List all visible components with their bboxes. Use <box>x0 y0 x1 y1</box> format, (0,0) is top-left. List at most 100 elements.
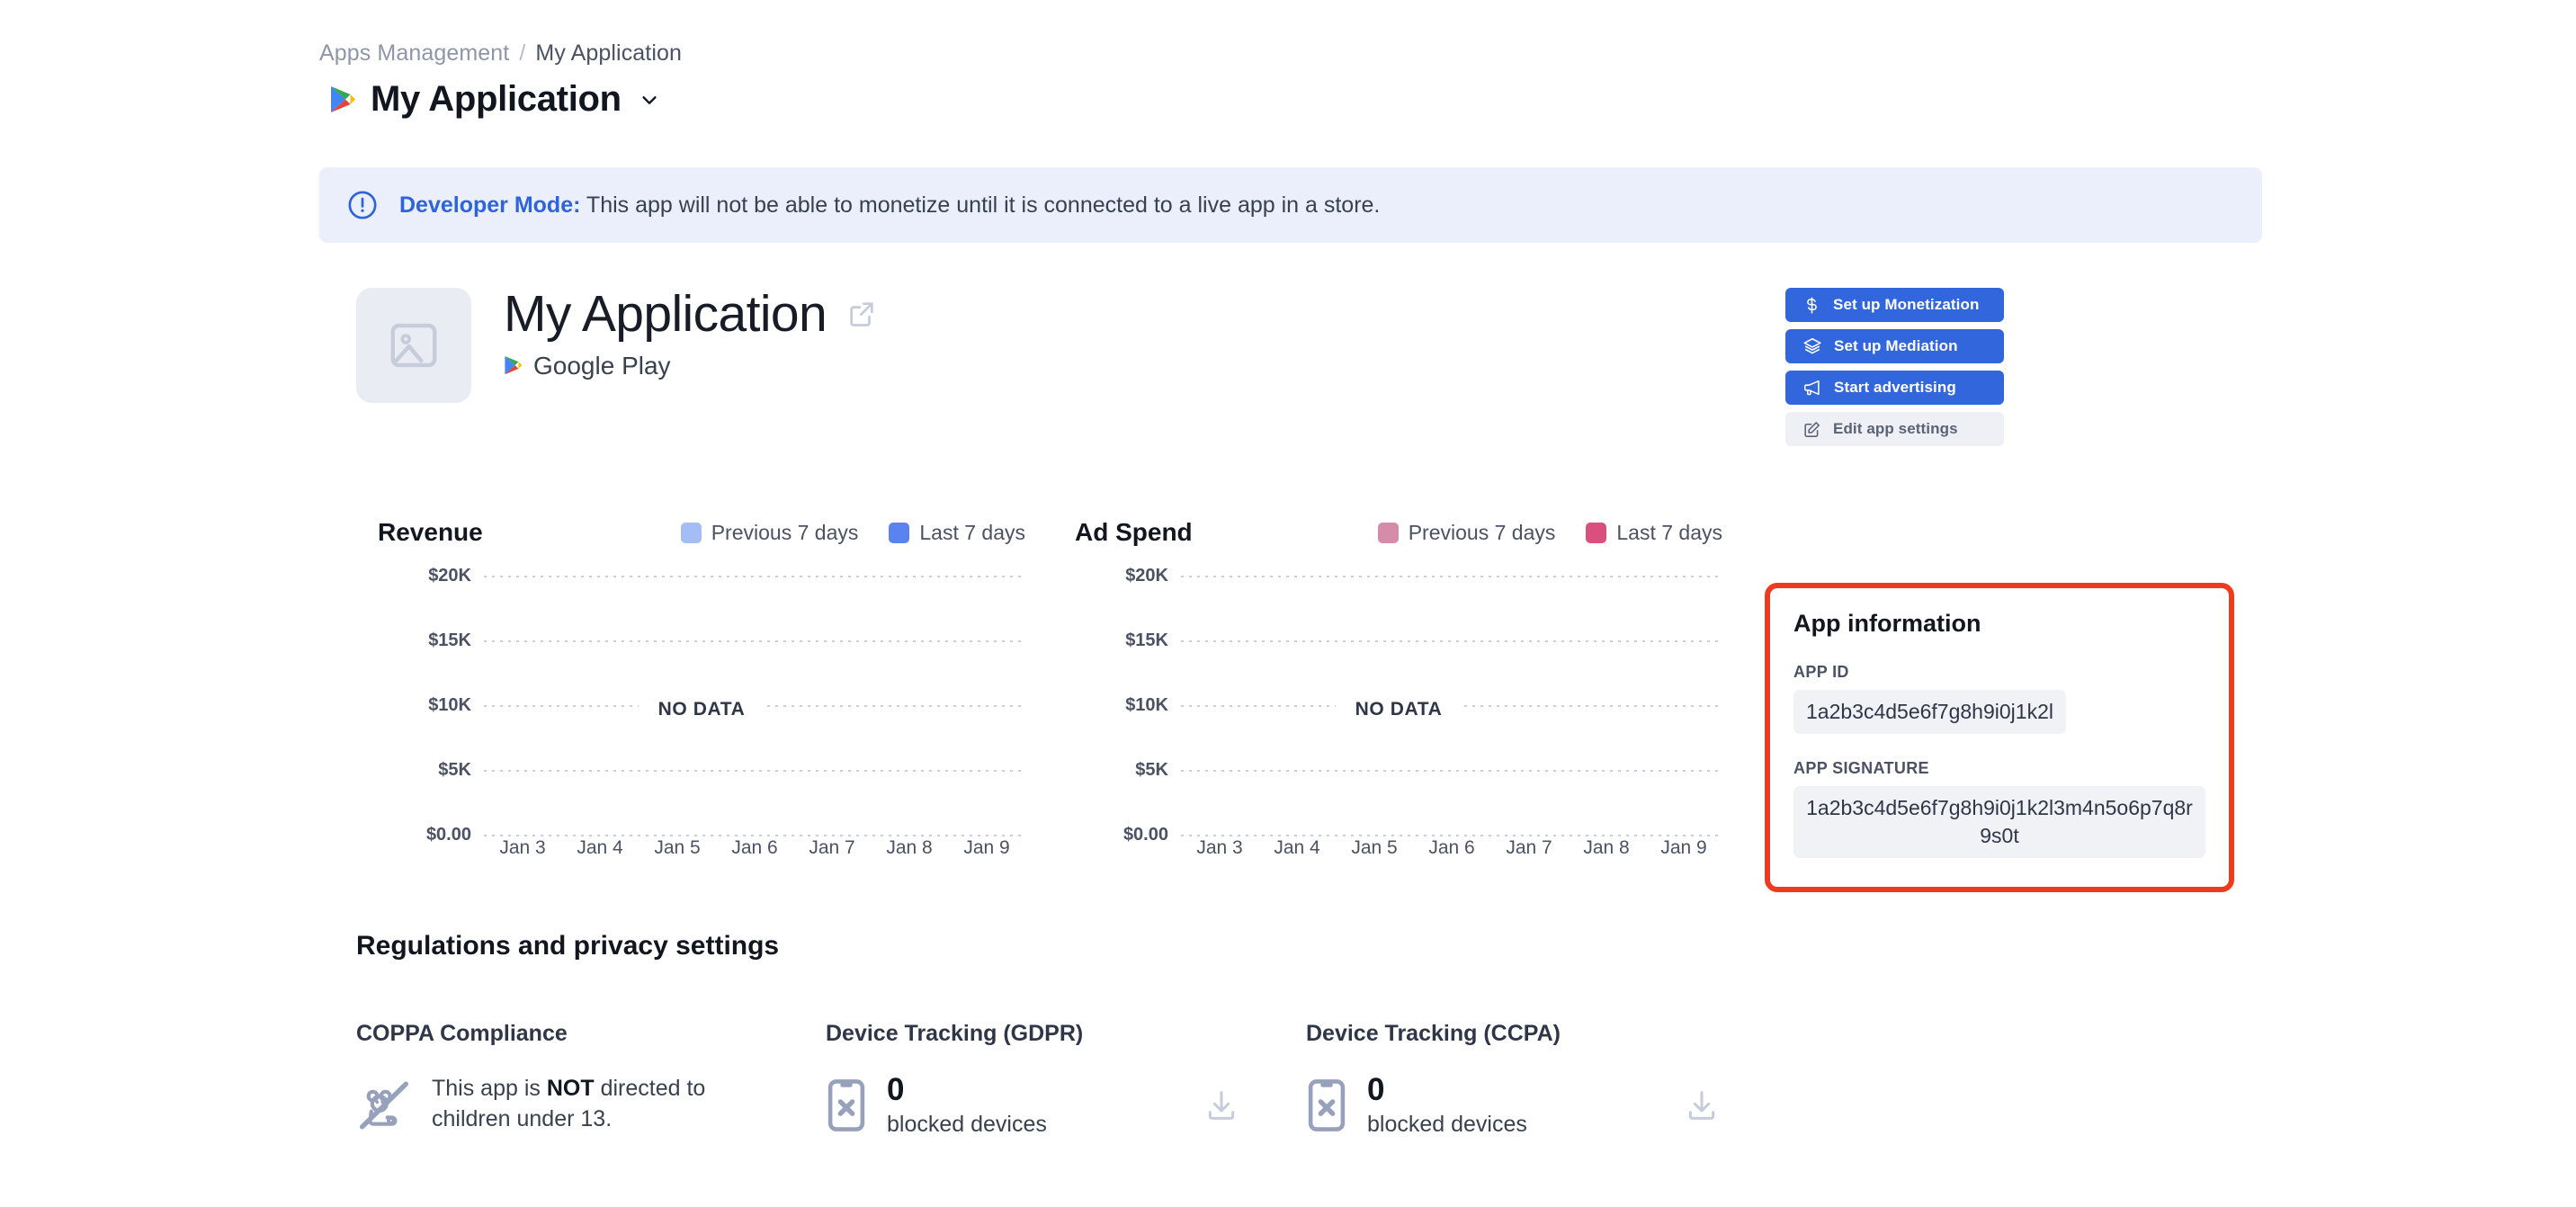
ad-spend-x-axis: Jan 3 Jan 4 Jan 5 Jan 6 Jan 7 Jan 8 Jan … <box>1181 837 1722 859</box>
legend-label-last: Last 7 days <box>919 520 1025 544</box>
external-link-icon[interactable] <box>846 299 877 329</box>
legend-label-last: Last 7 days <box>1616 520 1722 544</box>
gridline <box>484 576 1025 577</box>
start-advertising-label: Start advertising <box>1834 379 1956 396</box>
coppa-heading: COPPA Compliance <box>356 1021 568 1046</box>
legend-swatch-previous <box>680 522 702 543</box>
y-tick-15k: $15K <box>428 630 471 650</box>
breadcrumb: Apps Management / My Application <box>319 40 682 67</box>
app-id-label: APP ID <box>1793 663 1849 681</box>
coppa-text-bold: NOT <box>546 1076 595 1101</box>
device-tracking-gdpr-section: Device Tracking (GDPR) 0 blocked devices <box>826 1021 1239 1138</box>
ccpa-heading: Device Tracking (CCPA) <box>1306 1021 1561 1046</box>
breadcrumb-parent-link[interactable]: Apps Management <box>319 40 510 66</box>
legend-item-last[interactable]: Last 7 days <box>889 521 1025 545</box>
developer-mode-banner: Developer Mode: This app will not be abl… <box>319 167 2262 243</box>
y-tick-5k: $5K <box>1135 759 1168 780</box>
y-tick-5k: $5K <box>438 759 471 780</box>
breadcrumb-current: My Application <box>535 40 682 66</box>
device-tracking-ccpa-section: Device Tracking (CCPA) 0 blocked devices <box>1306 1021 1720 1138</box>
revenue-plot-area: $20K $15K $10K $5K $0.00 NO DATA Jan 3 J… <box>378 566 1025 858</box>
alert-circle-icon <box>348 191 377 219</box>
edit-app-settings-button[interactable]: Edit app settings <box>1785 412 2004 446</box>
coppa-text-before: This app is <box>432 1076 547 1101</box>
legend-item-previous[interactable]: Previous 7 days <box>1377 521 1555 545</box>
gdpr-blocked-count: 0 <box>887 1072 905 1107</box>
banner-label: Developer Mode: <box>399 192 581 218</box>
y-tick-20k: $20K <box>428 565 471 586</box>
image-placeholder-icon <box>390 323 437 368</box>
ad-spend-chart: Ad Spend Previous 7 days Last 7 days $20… <box>1075 517 1722 858</box>
y-tick-15k: $15K <box>1125 630 1168 650</box>
edit-app-settings-label: Edit app settings <box>1833 420 1958 437</box>
no-children-icon <box>360 1081 408 1130</box>
ad-spend-chart-legend: Previous 7 days Last 7 days <box>1377 521 1722 545</box>
app-title-row[interactable]: My Application <box>329 79 659 120</box>
regulations-title: Regulations and privacy settings <box>356 931 780 961</box>
legend-swatch-last <box>1586 522 1607 543</box>
ccpa-blocked-count: 0 <box>1367 1072 1385 1107</box>
set-up-monetization-button[interactable]: Set up Monetization <box>1785 288 2004 322</box>
x-tick: Jan 8 <box>1583 837 1630 858</box>
action-buttons: Set up Monetization Set up Mediation Sta… <box>1785 288 2004 453</box>
legend-swatch-last <box>889 522 910 543</box>
gdpr-blocked-caption: blocked devices <box>887 1111 1047 1137</box>
app-identity: My Application Google Play <box>504 286 877 380</box>
ccpa-blocked-caption: blocked devices <box>1367 1111 1527 1137</box>
page-title: My Application <box>371 79 622 119</box>
revenue-chart-legend: Previous 7 days Last 7 days <box>680 520 1025 545</box>
coppa-text: This app is NOT directed to children und… <box>432 1074 729 1135</box>
x-tick: Jan 4 <box>1274 837 1320 858</box>
revenue-no-data-message: NO DATA <box>378 699 1025 720</box>
ad-spend-chart-title: Ad Spend <box>1075 518 1193 546</box>
dollar-icon <box>1807 296 1817 314</box>
coppa-text-after: directed to children under 13. <box>432 1076 706 1131</box>
gridline <box>484 640 1025 642</box>
layers-icon <box>1803 337 1821 354</box>
download-icon[interactable] <box>1203 1087 1239 1123</box>
y-tick-0: $0.00 <box>1123 824 1168 845</box>
x-tick: Jan 7 <box>1506 837 1552 858</box>
legend-item-previous[interactable]: Previous 7 days <box>680 520 859 545</box>
coppa-compliance-section: COPPA Compliance This app is NOT directe… <box>356 1021 752 1135</box>
y-tick-20k: $20K <box>1125 565 1168 586</box>
app-id-value[interactable]: 1a2b3c4d5e6f7g8h9i0j1k2l <box>1793 690 2066 735</box>
gridline <box>484 770 1025 772</box>
revenue-chart-title: Revenue <box>378 518 483 546</box>
gridline <box>1181 576 1722 577</box>
ad-spend-plot-area: $20K $15K $10K $5K $0.00 NO DATA Jan 3 J… <box>1075 566 1722 858</box>
gridline <box>1181 835 1722 836</box>
x-tick: Jan 8 <box>886 837 933 858</box>
set-up-mediation-label: Set up Mediation <box>1834 337 1958 354</box>
gridline <box>1181 640 1722 642</box>
app-signature-label: APP SIGNATURE <box>1793 759 1929 778</box>
revenue-x-axis: Jan 3 Jan 4 Jan 5 Jan 6 Jan 7 Jan 8 Jan … <box>484 837 1025 859</box>
app-thumbnail <box>356 288 471 403</box>
set-up-mediation-button[interactable]: Set up Mediation <box>1785 329 2004 363</box>
app-signature-value[interactable]: 1a2b3c4d5e6f7g8h9i0j1k2l3m4n5o6p7q8r9s0t <box>1793 786 2205 859</box>
gridline <box>1181 770 1722 772</box>
megaphone-icon <box>1803 380 1820 396</box>
x-tick: Jan 9 <box>1660 837 1707 858</box>
set-up-monetization-label: Set up Monetization <box>1833 296 1980 313</box>
x-tick: Jan 5 <box>654 837 701 858</box>
app-store-name: Google Play <box>533 351 671 380</box>
revenue-chart: Revenue Previous 7 days Last 7 days $20K… <box>378 517 1025 858</box>
gridline <box>484 835 1025 836</box>
ad-spend-no-data-message: NO DATA <box>1075 699 1722 720</box>
blocked-device-icon <box>1308 1079 1346 1132</box>
start-advertising-button[interactable]: Start advertising <box>1785 371 2004 405</box>
app-name: My Application <box>504 285 827 343</box>
chevron-down-icon[interactable] <box>640 90 659 110</box>
x-tick: Jan 9 <box>963 837 1010 858</box>
google-play-icon <box>331 85 355 112</box>
gdpr-heading: Device Tracking (GDPR) <box>826 1021 1084 1046</box>
legend-swatch-previous <box>1377 522 1399 543</box>
legend-item-last[interactable]: Last 7 days <box>1586 521 1722 545</box>
download-icon[interactable] <box>1684 1087 1720 1123</box>
google-play-icon <box>505 356 523 375</box>
legend-label-previous: Previous 7 days <box>711 520 859 544</box>
edit-square-icon <box>1804 421 1820 437</box>
x-tick: Jan 7 <box>809 837 855 858</box>
